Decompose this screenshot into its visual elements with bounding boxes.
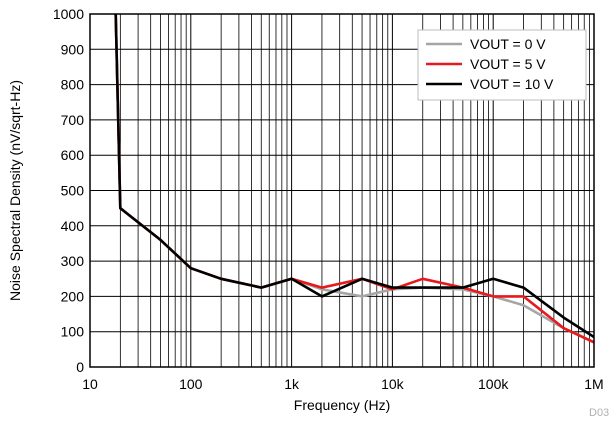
y-tick-label: 100 xyxy=(61,324,85,340)
y-tick-label: 200 xyxy=(61,288,85,304)
series-lines xyxy=(114,14,594,344)
legend-item: VOUT = 10 V xyxy=(426,76,554,92)
x-tick-label: 1M xyxy=(584,376,603,392)
y-tick-label: 700 xyxy=(61,112,85,128)
x-tick-label: 1k xyxy=(284,376,300,392)
y-tick-label: 400 xyxy=(61,218,85,234)
x-tick-label: 10k xyxy=(381,376,405,392)
x-tick-label: 100k xyxy=(478,376,509,392)
y-tick-label: 500 xyxy=(61,183,85,199)
y-tick-label: 0 xyxy=(76,359,84,375)
plot-frame xyxy=(89,13,595,368)
y-tick-label: 1000 xyxy=(53,6,84,22)
grid-lines xyxy=(89,13,594,368)
legend: VOUT = 0 V VOUT = 5 V VOUT = 10 V xyxy=(417,29,587,101)
legend-item: VOUT = 0 V xyxy=(426,36,546,52)
y-tick-label: 900 xyxy=(61,41,85,57)
y-tick-labels: 0 100 200 300 400 500 600 700 800 900 1000 xyxy=(53,6,84,375)
series-line-3 xyxy=(114,14,594,339)
figure-id: D03 xyxy=(589,407,609,419)
x-tick-labels: 10 100 1k 10k 100k 1M xyxy=(82,376,604,392)
legend-item: VOUT = 5 V xyxy=(426,56,546,72)
legend-label: VOUT = 0 V xyxy=(470,36,546,52)
legend-label: VOUT = 5 V xyxy=(470,56,546,72)
y-tick-label: 600 xyxy=(61,147,85,163)
legend-label: VOUT = 10 V xyxy=(470,76,554,92)
y-axis-title: Noise Spectral Density (nV/sqrt-Hz) xyxy=(7,80,23,301)
y-tick-label: 300 xyxy=(61,253,85,269)
x-tick-label: 100 xyxy=(179,376,203,392)
x-axis-title: Frequency (Hz) xyxy=(294,397,390,413)
x-tick-label: 10 xyxy=(82,376,98,392)
y-tick-label: 800 xyxy=(61,77,85,93)
